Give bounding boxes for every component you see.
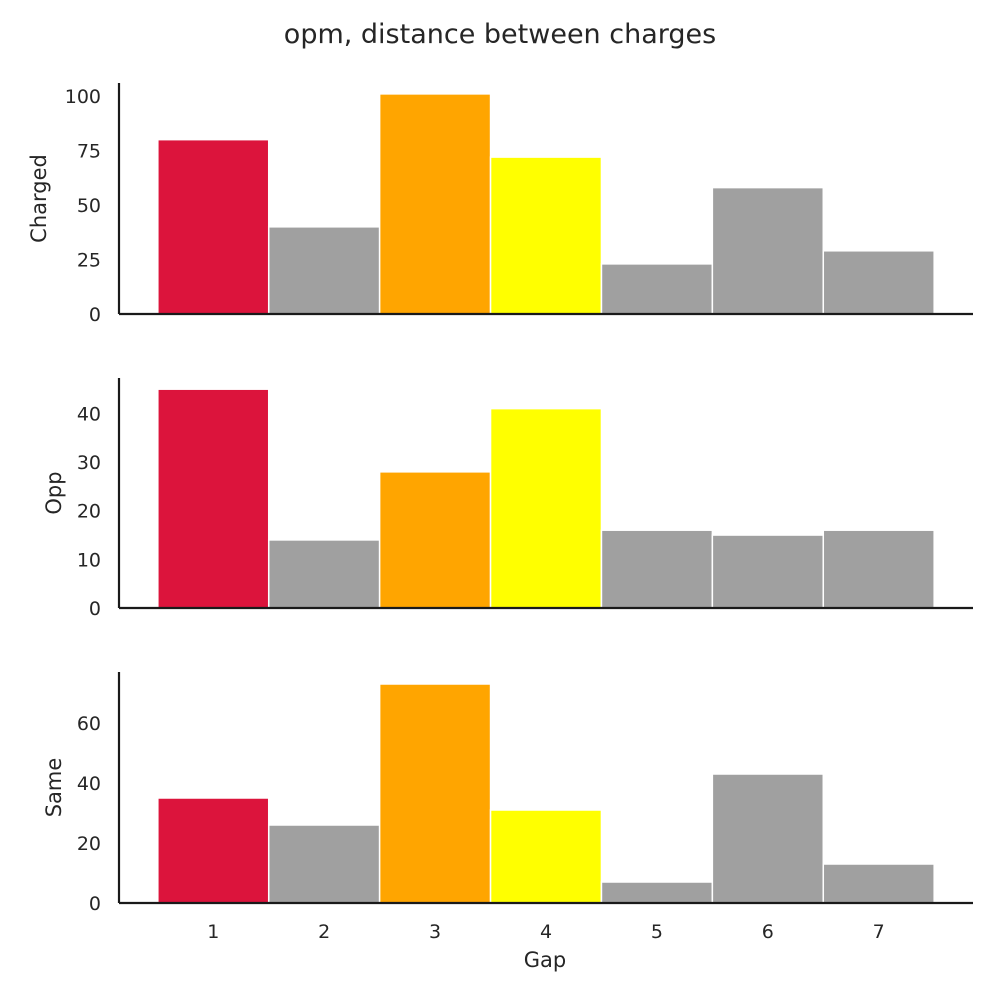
y-tick-label: 0 (89, 598, 101, 620)
bar-charged-gap-4 (489, 156, 603, 315)
bar-charged-gap-7 (822, 250, 935, 315)
y-tick-label: 20 (77, 501, 101, 523)
y-tick-label: 0 (89, 304, 101, 326)
x-tick-label: 7 (873, 921, 885, 943)
bar-charged-gap-2 (267, 226, 381, 315)
bar-opp-gap-1 (157, 388, 270, 609)
bar-same-gap-1 (157, 797, 270, 904)
bar-same-gap-5 (600, 881, 714, 904)
bar-opp-gap-3 (378, 471, 492, 609)
panel-charged: 0 25 50 75 100 Charged (27, 83, 973, 326)
x-tick-label: 4 (540, 921, 552, 943)
bar-opp-gap-2 (267, 539, 381, 609)
y-axis-label: Opp (42, 471, 66, 514)
y-tick-label: 60 (77, 713, 101, 735)
y-tick-label: 40 (77, 403, 101, 425)
x-tick-label: 6 (762, 921, 774, 943)
bar-charged-gap-6 (711, 186, 825, 315)
y-tick-label: 20 (77, 833, 101, 855)
bar-opp-gap-4 (489, 407, 603, 609)
y-tick-label: 25 (77, 250, 101, 272)
bar-same-gap-2 (267, 824, 381, 904)
x-axis-label: Gap (524, 948, 566, 972)
bar-same-gap-6 (711, 773, 825, 904)
chart-title: opm, distance between charges (284, 19, 716, 50)
x-tick-label: 1 (207, 921, 219, 943)
y-tick-label: 10 (77, 549, 101, 571)
panel-same: 0 20 40 60 Same 1 2 3 4 5 6 7 (42, 672, 973, 943)
panels-group: 0255075100Charged010203040Opp0204060Same… (27, 83, 973, 943)
y-tick-label: 0 (89, 893, 101, 915)
y-axis-label: Same (42, 758, 66, 818)
x-tick-label: 5 (651, 921, 663, 943)
bar-charged-gap-5 (600, 263, 714, 315)
bar-opp-gap-7 (822, 529, 935, 609)
bar-same-gap-7 (822, 863, 935, 904)
bar-opp-gap-6 (711, 534, 825, 609)
panel-opp: 0 10 20 30 40 Opp (42, 378, 973, 620)
bar-charged-gap-3 (378, 93, 492, 315)
bar-same-gap-3 (378, 683, 492, 904)
y-tick-label: 40 (77, 773, 101, 795)
bar-charged-gap-1 (157, 138, 270, 315)
y-tick-label: 100 (65, 86, 101, 108)
bar-same-gap-4 (489, 809, 603, 904)
bar-opp-gap-5 (600, 529, 714, 609)
y-tick-label: 30 (77, 452, 101, 474)
x-tick-label: 3 (429, 921, 441, 943)
y-tick-label: 75 (77, 141, 101, 163)
y-axis-label: Charged (27, 154, 51, 243)
x-tick-label: 2 (318, 921, 330, 943)
y-tick-label: 50 (77, 195, 101, 217)
